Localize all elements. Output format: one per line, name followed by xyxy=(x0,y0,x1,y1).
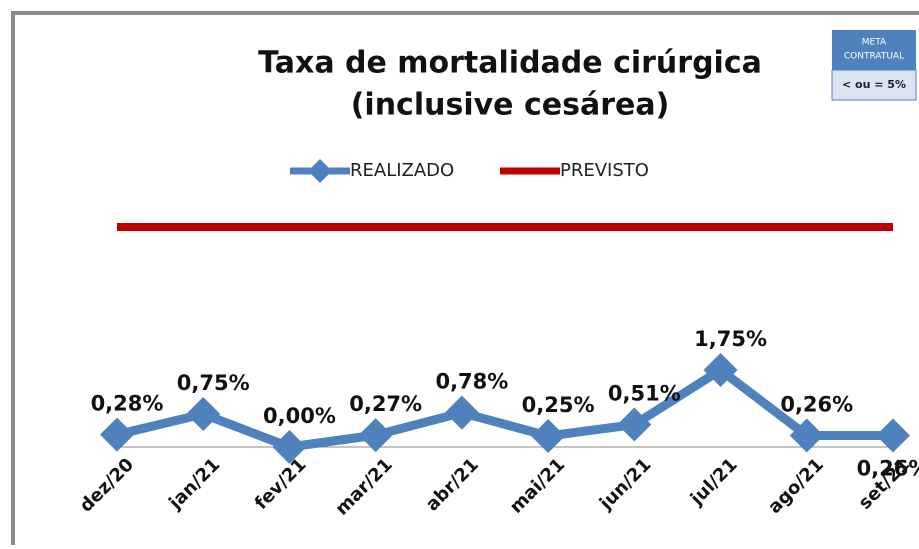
point-marker xyxy=(617,407,652,442)
point-marker xyxy=(100,417,134,452)
legend-marker xyxy=(308,159,332,183)
legend-label: PREVISTO xyxy=(560,160,649,181)
point-marker xyxy=(531,419,566,453)
series-line xyxy=(115,365,893,452)
meta-box-body xyxy=(831,69,917,101)
meta-title: META xyxy=(862,38,887,48)
chart-title: (inclusive cesárea) xyxy=(351,88,670,123)
meta-title: CONTRATUAL xyxy=(844,52,904,62)
data-label: 0,00% xyxy=(263,404,336,428)
point-marker xyxy=(358,418,393,453)
legend-label: REALIZADO xyxy=(350,160,454,181)
meta-text: < ou = 5% xyxy=(842,78,906,91)
data-label: 0,26% xyxy=(857,457,919,481)
chart-title: Taxa de mortalidade cirúrgica xyxy=(258,46,762,81)
data-label: 0,78% xyxy=(435,370,508,394)
chart-frame xyxy=(11,11,919,549)
point-marker xyxy=(444,395,479,430)
point-marker xyxy=(186,397,221,431)
meta-box-header xyxy=(832,30,916,70)
point-marker xyxy=(789,418,824,453)
data-label: 0,25% xyxy=(522,393,595,417)
point-marker xyxy=(703,353,738,387)
point-marker xyxy=(272,430,307,464)
data-label: 0,75% xyxy=(177,371,250,395)
data-label: 0,27% xyxy=(349,392,422,416)
data-label: 0,26% xyxy=(780,393,853,417)
data-label: 1,75% xyxy=(694,327,767,351)
data-label: 0,28% xyxy=(91,392,164,416)
point-marker xyxy=(876,418,910,453)
data-label: 0,51% xyxy=(608,382,681,406)
